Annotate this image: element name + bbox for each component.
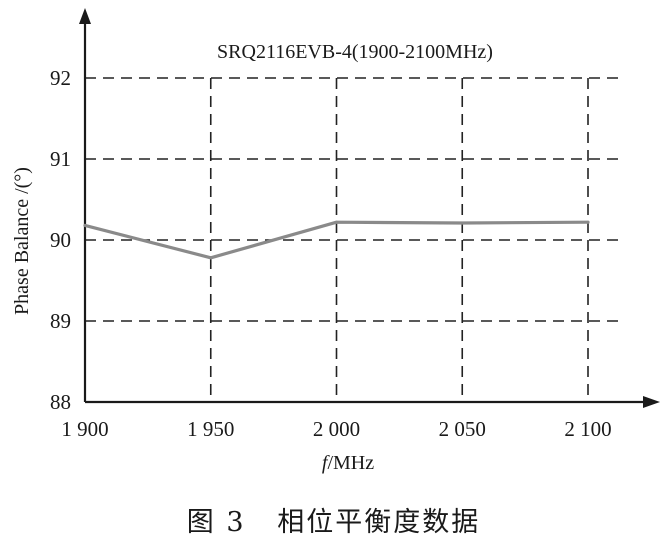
y-tick-label-92: 92 bbox=[50, 66, 71, 90]
x-tick-label-1900: 1 900 bbox=[61, 417, 108, 441]
y-axis-label: Phase Balance /(°) bbox=[11, 167, 33, 315]
data-point-2100 bbox=[586, 220, 590, 224]
x-tick-label-2100: 2 100 bbox=[564, 417, 611, 441]
y-tick-label-90: 90 bbox=[50, 228, 71, 252]
data-point-2050 bbox=[460, 221, 464, 225]
x-tick-label-1950: 1 950 bbox=[187, 417, 234, 441]
data-point-1950 bbox=[209, 256, 213, 260]
x-tick-label-2000: 2 000 bbox=[313, 417, 360, 441]
data-point-2000 bbox=[335, 220, 338, 224]
y-tick-label-91: 91 bbox=[50, 147, 71, 171]
x-tick-label-2050: 2 050 bbox=[439, 417, 486, 441]
x-axis-label: f/MHz bbox=[322, 452, 374, 474]
x-axis-arrow-icon bbox=[643, 396, 660, 408]
chart-title: SRQ2116EVB-4(1900-2100MHz) bbox=[217, 41, 493, 63]
y-tick-label-88: 88 bbox=[50, 390, 71, 414]
axes bbox=[79, 8, 660, 408]
figure-caption: 图 3 相位平衡度数据 bbox=[186, 507, 481, 538]
x-axis-label-italic: f bbox=[322, 452, 330, 474]
x-axis-label-unit: /MHz bbox=[327, 452, 374, 474]
series bbox=[83, 220, 590, 260]
chart: 88 89 90 91 92 1 900 1 950 2 000 2 050 2 100 SRQ2… bbox=[11, 8, 660, 474]
data-point-1900 bbox=[83, 224, 87, 227]
y-tick-label-89: 89 bbox=[50, 309, 71, 333]
grid bbox=[85, 77, 625, 402]
y-axis-arrow-icon bbox=[79, 8, 91, 24]
tick-labels: 88 89 90 91 92 1 900 1 950 2 000 2 050 2 100 bbox=[50, 66, 612, 441]
